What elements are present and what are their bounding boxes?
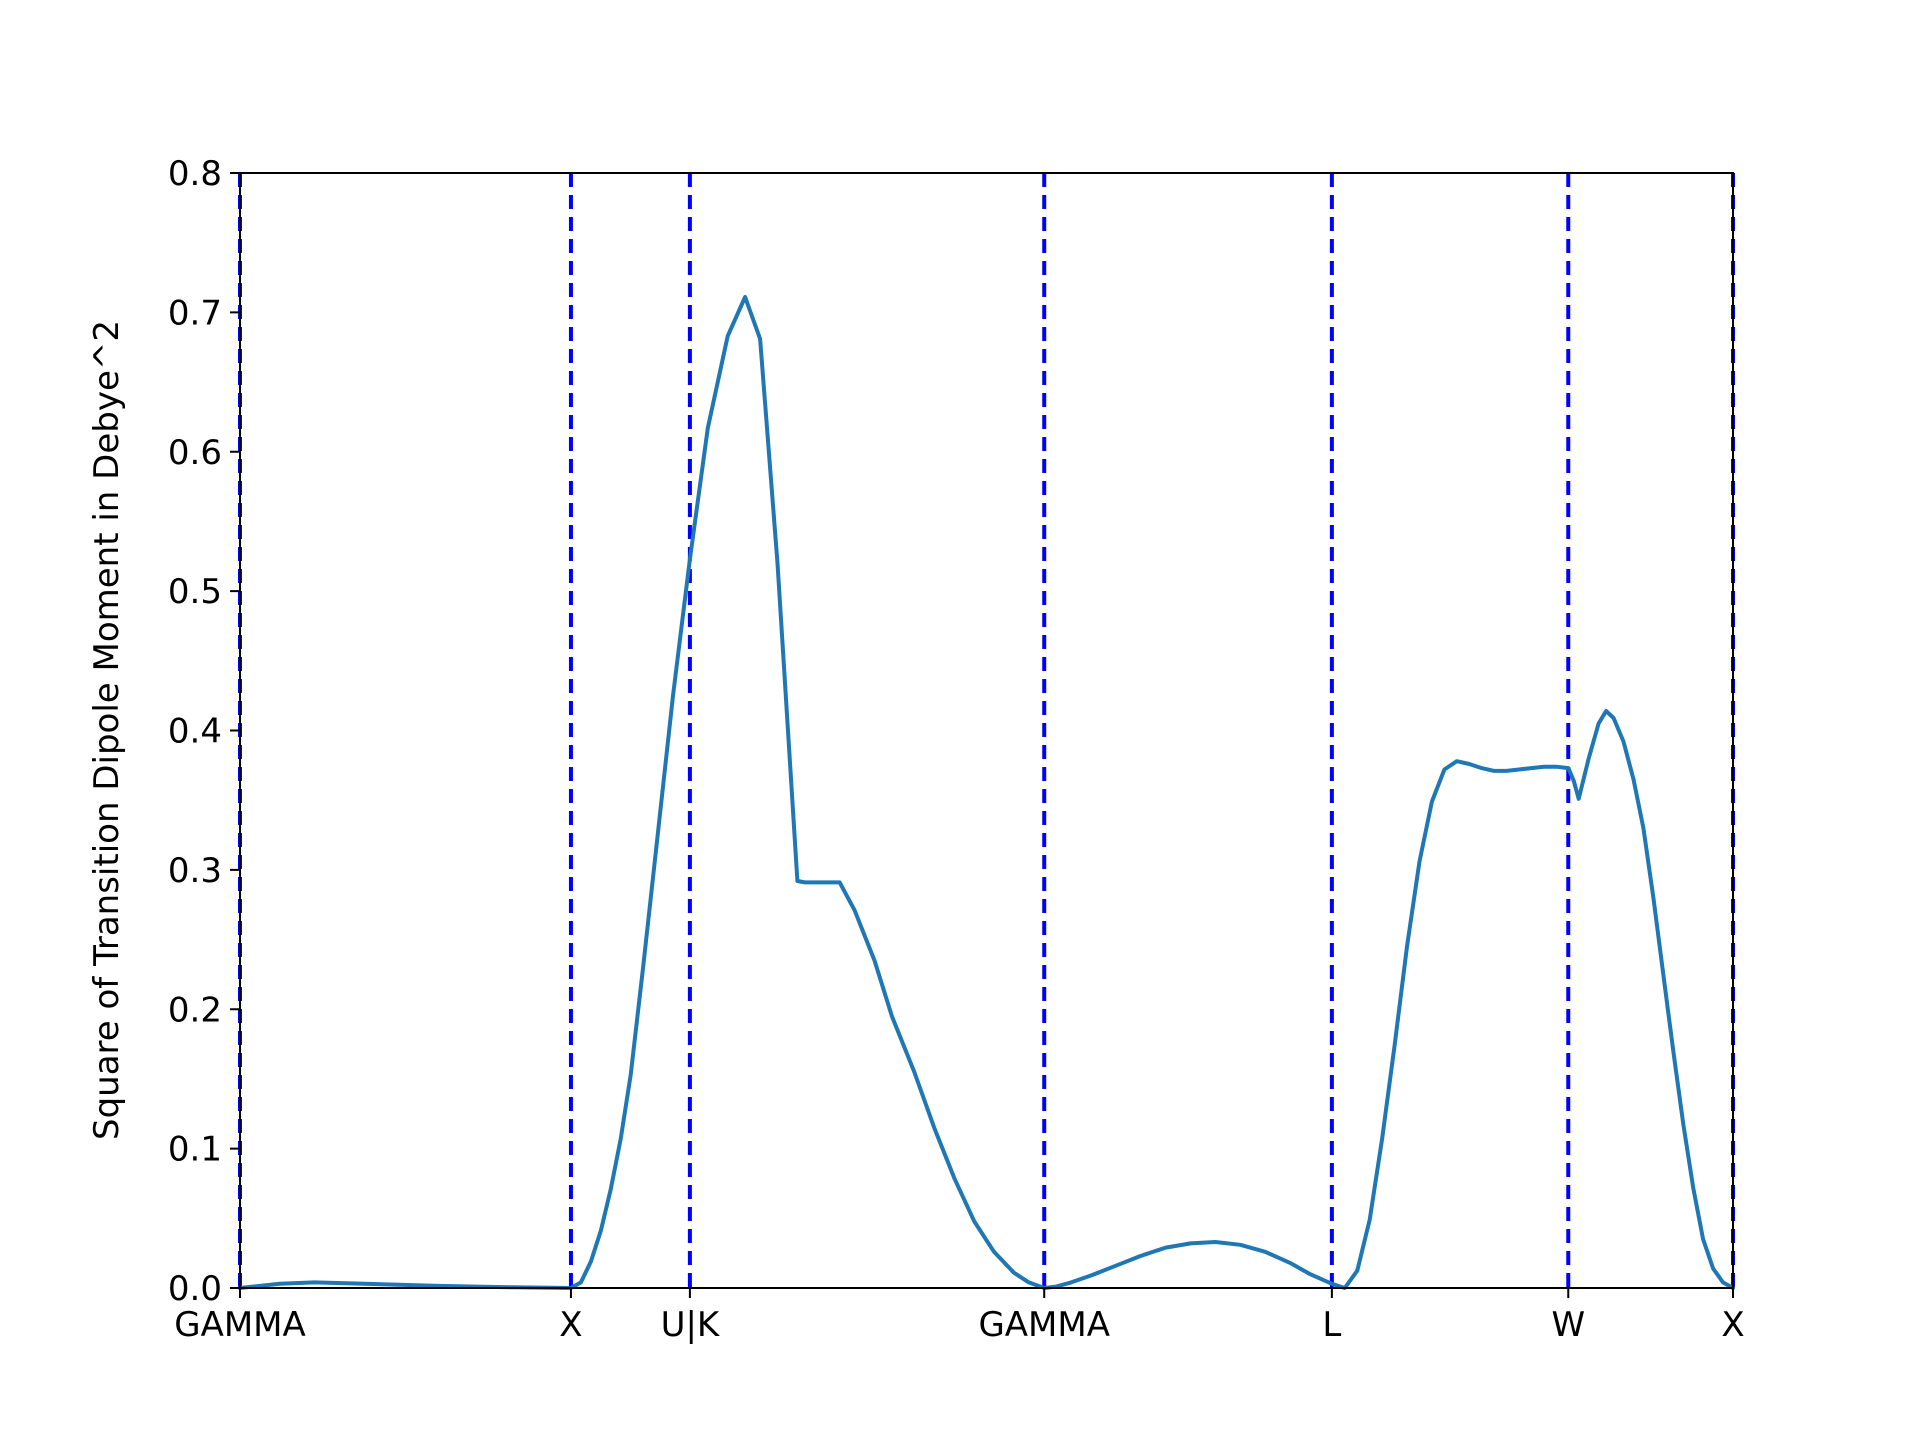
- x-tick-label: U|K: [661, 1305, 721, 1345]
- y-tick-label: 0.6: [168, 433, 222, 473]
- y-tick-label: 0.5: [168, 572, 222, 612]
- x-tick-label: GAMMA: [978, 1305, 1110, 1345]
- x-tick-label: GAMMA: [174, 1305, 306, 1345]
- x-tick-label: W: [1551, 1305, 1585, 1345]
- y-tick-label: 0.1: [168, 1130, 222, 1170]
- x-tick-label: X: [559, 1305, 582, 1345]
- x-tick-label: L: [1322, 1305, 1341, 1345]
- x-axis-ticks: GAMMA X U|K GAMMA L W X: [174, 1288, 1745, 1345]
- x-tick-label: X: [1721, 1305, 1744, 1345]
- y-axis-label: Square of Transition Dipole Moment in De…: [87, 320, 127, 1140]
- y-tick-label: 0.8: [168, 154, 222, 194]
- y-axis-ticks: 0.0 0.1 0.2 0.3 0.4 0.5 0.6 0.7 0.8: [168, 154, 240, 1309]
- y-tick-label: 0.2: [168, 990, 222, 1030]
- y-tick-label: 0.7: [168, 293, 222, 333]
- y-tick-label: 0.4: [168, 712, 222, 752]
- series-line: [238, 295, 1735, 1290]
- y-tick-label: 0.3: [168, 851, 222, 891]
- y-tick-label: 0.0: [168, 1269, 222, 1309]
- series-layer: [238, 295, 1735, 1290]
